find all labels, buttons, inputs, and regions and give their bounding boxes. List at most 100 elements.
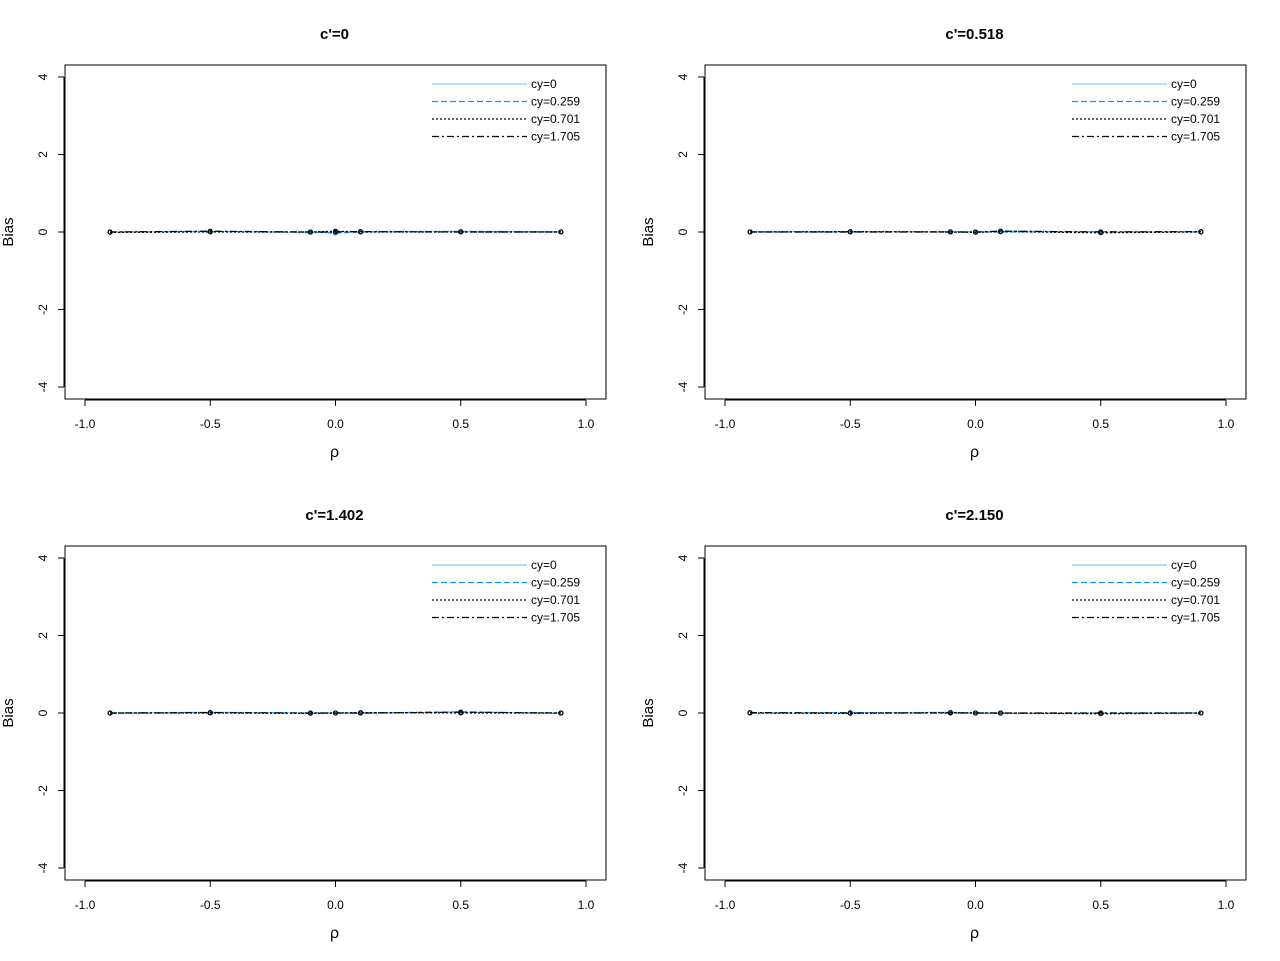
plot-frame (64, 545, 607, 881)
data-point (747, 710, 753, 716)
x-tick-label: -0.5 (840, 417, 861, 431)
legend-label: cy=0.701 (531, 593, 580, 607)
plot-frame (64, 64, 607, 400)
series-line-4 (109, 711, 562, 714)
data-point (998, 710, 1004, 716)
data-point (358, 710, 364, 716)
series-line-4 (109, 230, 561, 233)
x-tick-label: -0.5 (200, 898, 221, 912)
x-axis-title: ρ (970, 925, 979, 942)
chart-panel-2: c'=0.518 -1.0 -0.5 0.0 0.5 1.0 -4 -2 0 2 4 ρ Bias cy=… (640, 26, 1247, 461)
y-tick-label: -2 (676, 785, 690, 796)
chart-panel-1: c'=0 -1.0 -0.5 0.0 0.5 1.0 -4 -2 0 2 4 ρ Bias cy=0 cy=… (0, 26, 607, 461)
legend-label: cy=0.701 (1171, 593, 1220, 607)
x-axis-title: ρ (970, 444, 979, 461)
y-tick-label: -4 (36, 862, 50, 873)
chart-title: c'=1.402 (305, 507, 363, 524)
x-tick-label: 0.5 (452, 898, 469, 912)
data-point (847, 229, 853, 235)
data-point (307, 710, 313, 716)
y-tick-label: 4 (676, 554, 690, 561)
data-point (973, 229, 978, 235)
legend-label: cy=0.259 (1171, 576, 1220, 590)
x-tick-label: 0.0 (327, 417, 344, 431)
chart-title: c'=0.518 (945, 26, 1003, 43)
y-axis-title: Bias (640, 217, 657, 246)
y-tick-label: 0 (676, 709, 690, 716)
x-tick-label: 0.0 (327, 898, 344, 912)
data-point (747, 229, 753, 235)
data-point (307, 229, 313, 235)
x-tick-label: -0.5 (200, 417, 221, 431)
x-tick-label: 1.0 (578, 898, 595, 912)
x-tick-label: 0.0 (967, 417, 984, 431)
data-point (333, 229, 338, 235)
y-tick-label: 0 (676, 228, 690, 235)
data-point (1098, 710, 1104, 716)
series-line-3 (109, 230, 561, 233)
legend-label: cy=0 (1171, 77, 1197, 91)
y-tick-label: -4 (676, 862, 690, 873)
data-point (947, 710, 953, 716)
x-tick-label: 1.0 (1218, 898, 1235, 912)
y-tick-label: -2 (36, 785, 50, 796)
data-point (1198, 229, 1204, 235)
chart-title: c'=0 (320, 26, 349, 43)
legend-label: cy=0.259 (531, 576, 580, 590)
data-point (558, 710, 564, 716)
legend-label: cy=0.259 (531, 95, 580, 109)
x-tick-label: -1.0 (715, 898, 736, 912)
data-point (458, 709, 464, 715)
x-tick-label: -1.0 (715, 417, 736, 431)
y-tick-label: 4 (676, 73, 690, 80)
y-tick-label: -4 (676, 381, 690, 392)
chart-title: c'=2.150 (945, 507, 1003, 524)
x-tick-label: 0.5 (452, 417, 469, 431)
y-tick-label: 2 (676, 632, 690, 639)
data-point (107, 710, 113, 716)
x-tick-label: -0.5 (840, 898, 861, 912)
legend-label: cy=1.705 (1171, 130, 1220, 144)
chart-panel-4: c'=2.150 -1.0 -0.5 0.0 0.5 1.0 -4 -2 0 2 4 ρ Bias cy=… (640, 507, 1247, 942)
x-axis-title: ρ (330, 925, 339, 942)
data-point (458, 229, 464, 235)
y-axis-title: Bias (0, 217, 17, 246)
y-tick-label: 2 (676, 151, 690, 158)
data-point (207, 710, 213, 716)
y-tick-label: 0 (36, 228, 50, 235)
chart-panel-3: c'=1.402 -1.0 -0.5 0.0 0.5 1.0 -4 -2 0 2 4 ρ Bias cy=… (0, 507, 607, 942)
y-axis-title: Bias (0, 698, 17, 727)
x-tick-label: -1.0 (75, 898, 96, 912)
y-tick-label: -4 (36, 381, 50, 392)
x-axis-title: ρ (330, 444, 339, 461)
plot-frame (704, 64, 1247, 400)
x-tick-label: 1.0 (578, 417, 595, 431)
legend-label: cy=0.701 (531, 112, 580, 126)
legend-label: cy=0.701 (1171, 112, 1220, 126)
y-tick-label: -2 (676, 304, 690, 315)
y-tick-label: 2 (36, 632, 50, 639)
data-point (1198, 710, 1204, 716)
legend-label: cy=0.259 (1171, 95, 1220, 109)
y-tick-label: 0 (36, 709, 50, 716)
y-tick-label: 4 (36, 554, 50, 561)
y-tick-label: 4 (36, 73, 50, 80)
y-tick-label: 2 (36, 151, 50, 158)
data-point (107, 229, 113, 235)
x-tick-label: 1.0 (1218, 417, 1235, 431)
legend-label: cy=1.705 (531, 130, 580, 144)
data-point (333, 710, 338, 716)
x-tick-label: -1.0 (75, 417, 96, 431)
legend-label: cy=1.705 (531, 611, 580, 625)
data-point (207, 228, 213, 234)
series-line-4 (750, 230, 1202, 233)
data-point (558, 229, 564, 235)
legend-label: cy=1.705 (1171, 611, 1220, 625)
legend-label: cy=0 (531, 558, 557, 572)
data-point (998, 228, 1004, 234)
data-point (1098, 229, 1104, 235)
data-point (947, 229, 953, 235)
y-axis-title: Bias (640, 698, 657, 727)
data-point (847, 710, 853, 716)
